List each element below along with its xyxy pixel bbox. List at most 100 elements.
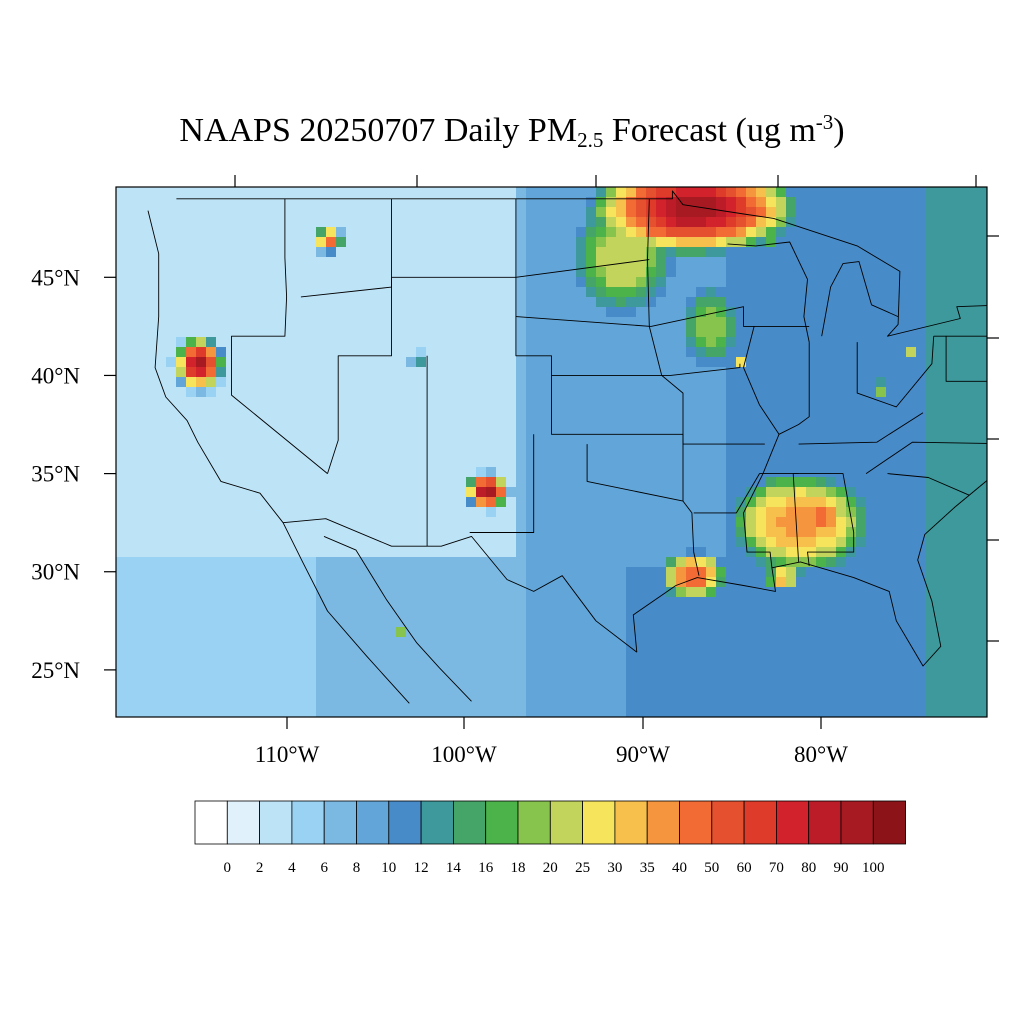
field-cell	[256, 697, 266, 707]
field-cell	[196, 547, 206, 557]
field-cell	[496, 497, 506, 507]
field-cell	[946, 227, 956, 237]
field-cell	[286, 387, 296, 397]
field-cell	[136, 317, 146, 327]
field-cell	[356, 297, 366, 307]
field-cell	[646, 367, 656, 377]
field-cell	[786, 617, 796, 627]
field-cell	[396, 277, 406, 287]
field-cell	[386, 657, 396, 667]
field-cell	[306, 427, 316, 437]
field-cell	[316, 487, 326, 497]
field-cell	[256, 267, 266, 277]
field-cell	[246, 307, 256, 317]
field-cell	[346, 297, 356, 307]
field-cell	[556, 557, 566, 567]
field-cell	[856, 427, 866, 437]
field-cell	[186, 707, 196, 717]
field-cell	[606, 497, 616, 507]
field-cell	[326, 187, 336, 197]
field-cell	[256, 227, 266, 237]
field-cell	[466, 297, 476, 307]
field-cell	[246, 677, 256, 687]
field-cell	[936, 337, 946, 347]
field-cell	[876, 707, 886, 717]
field-cell	[526, 237, 536, 247]
field-cell	[376, 257, 386, 267]
field-cell	[376, 457, 386, 467]
field-cell	[816, 337, 826, 347]
field-cell	[806, 667, 816, 677]
field-cell	[136, 707, 146, 717]
field-cell	[586, 687, 596, 697]
field-cell	[786, 377, 796, 387]
field-cell	[116, 687, 126, 697]
field-cell	[266, 377, 276, 387]
field-cell	[576, 567, 586, 577]
field-cell	[226, 367, 236, 377]
field-cell	[276, 297, 286, 307]
field-cell	[646, 557, 656, 567]
field-cell	[476, 357, 486, 367]
field-cell	[726, 597, 736, 607]
field-cell	[756, 527, 766, 537]
colorbar-label: 8	[353, 860, 361, 876]
field-cell	[216, 477, 226, 487]
colorbar-swatch	[808, 800, 842, 845]
field-cell	[466, 237, 476, 247]
field-cell	[786, 217, 796, 227]
field-cell	[796, 587, 806, 597]
field-cell	[146, 187, 156, 197]
field-cell	[226, 207, 236, 217]
field-cell	[346, 587, 356, 597]
field-cell	[236, 237, 246, 247]
field-cell	[156, 227, 166, 237]
field-cell	[946, 537, 956, 547]
field-cell	[216, 347, 226, 357]
field-cell	[786, 287, 796, 297]
field-cell	[536, 607, 546, 617]
field-cell	[436, 657, 446, 667]
field-cell	[686, 677, 696, 687]
field-cell	[956, 217, 966, 227]
field-cell	[576, 457, 586, 467]
field-cell	[256, 597, 266, 607]
field-cell	[496, 607, 506, 617]
field-cell	[796, 377, 806, 387]
field-cell	[936, 557, 946, 567]
field-cell	[736, 197, 746, 207]
field-cell	[306, 287, 316, 297]
field-cell	[146, 297, 156, 307]
field-cell	[476, 347, 486, 357]
field-cell	[326, 217, 336, 227]
field-cell	[246, 567, 256, 577]
lon-label: 90°W	[616, 742, 670, 767]
field-cell	[656, 477, 666, 487]
field-cell	[216, 377, 226, 387]
field-cell	[656, 277, 666, 287]
field-cell	[316, 397, 326, 407]
colorbar-label: 2	[256, 860, 264, 876]
field-cell	[366, 557, 376, 567]
field-cell	[406, 537, 416, 547]
field-cell	[976, 677, 986, 687]
field-cell	[776, 257, 786, 267]
field-cell	[246, 547, 256, 557]
field-cell	[916, 697, 926, 707]
field-cell	[426, 677, 436, 687]
field-cell	[626, 537, 636, 547]
field-cell	[136, 297, 146, 307]
field-cell	[436, 217, 446, 227]
field-cell	[626, 217, 636, 227]
field-cell	[426, 447, 436, 457]
field-cell	[436, 267, 446, 277]
field-cell	[206, 547, 216, 557]
field-cell	[606, 607, 616, 617]
field-cell	[556, 217, 566, 227]
field-cell	[216, 277, 226, 287]
field-cell	[706, 327, 716, 337]
field-cell	[966, 467, 976, 477]
field-cell	[166, 467, 176, 477]
field-cell	[756, 587, 766, 597]
field-cell	[536, 437, 546, 447]
